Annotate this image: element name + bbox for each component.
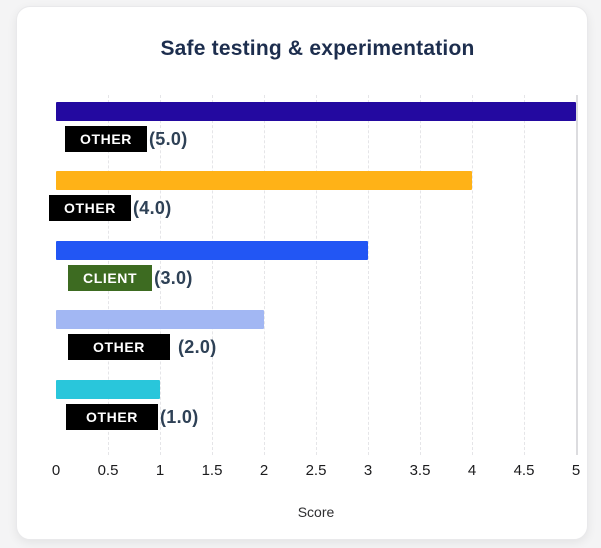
value-label: (1.0) [160, 406, 199, 427]
value-label: (4.0) [133, 197, 172, 218]
gridline-5-axis-end [576, 95, 578, 455]
category-badge: OTHER [65, 126, 147, 152]
value-label: (2.0) [178, 336, 217, 357]
bar-other-2 [56, 310, 264, 329]
x-tick: 4.5 [513, 462, 535, 479]
bar-label-line: OTHER (4.0) [49, 195, 172, 221]
x-tick: 5 [571, 462, 581, 479]
category-badge: OTHER [49, 195, 131, 221]
category-badge-client: CLIENT [68, 265, 153, 291]
bar-label-line: OTHER ) (2.0) [56, 334, 217, 360]
x-tick: 3.5 [409, 462, 431, 479]
x-axis: 0 0.5 1 1.5 2 2.5 3 3.5 4 4.5 5 [52, 462, 580, 480]
gridline-3 [368, 95, 369, 455]
x-tick: 2.5 [305, 462, 327, 479]
x-tick: 2 [259, 462, 269, 479]
bar-row: OTHER ) (2.0) [56, 310, 576, 362]
gridline-2.5 [316, 95, 317, 455]
x-tick: 1 [155, 462, 165, 479]
value-label: (3.0) [154, 267, 193, 288]
plot-area: OTHER (5.0) OTHER (4.0) CLIENT (3.0) [49, 95, 578, 455]
x-axis-label: Score [297, 504, 335, 520]
x-tick: 3 [363, 462, 373, 479]
gridline-4 [472, 95, 473, 455]
bar-other-4 [56, 171, 472, 190]
category-badge: OTHER [68, 334, 170, 360]
bar-label-line: OTHER (5.0) [56, 126, 188, 152]
chart-title: Safe testing & experimentation [160, 37, 475, 60]
category-badge: OTHER [66, 404, 158, 430]
bar-client-3 [56, 241, 368, 260]
x-tick: 1.5 [201, 462, 223, 479]
bar-other-1 [56, 380, 160, 399]
bar-row: CLIENT (3.0) [56, 241, 576, 293]
chart-card: Safe testing & experimentation OTHER (5.… [16, 6, 588, 540]
bar-row: OTHER (1.0) [56, 380, 576, 432]
gridline-4.5 [524, 95, 525, 455]
gridline-3.5 [420, 95, 421, 455]
bar-row: OTHER (4.0) [49, 171, 576, 223]
x-tick: 4 [467, 462, 477, 479]
gridline-1 [160, 95, 161, 455]
gridline-1.5 [212, 95, 213, 455]
gridline-2 [264, 95, 265, 455]
x-tick: 0.5 [97, 462, 119, 479]
x-tick: 0 [51, 462, 61, 479]
bar-other-5 [56, 102, 576, 121]
bar-row: OTHER (5.0) [56, 102, 576, 154]
bar-label-line: CLIENT (3.0) [56, 265, 193, 291]
bar-label-line: OTHER (1.0) [56, 404, 199, 430]
value-label: (5.0) [149, 128, 188, 149]
